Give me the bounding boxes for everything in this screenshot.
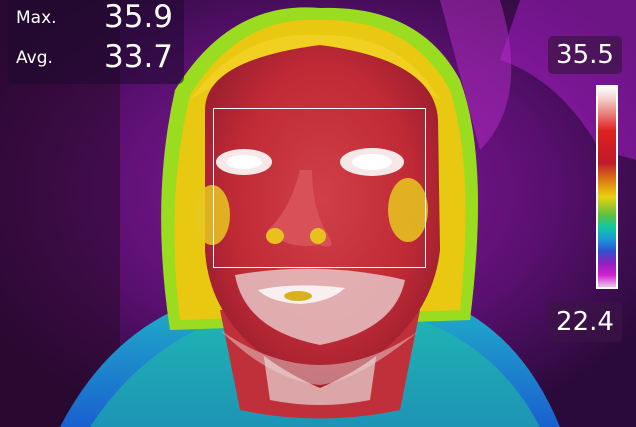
max-value: 35.9 bbox=[104, 0, 174, 35]
temperature-color-scale bbox=[596, 85, 618, 289]
avg-label: Avg. bbox=[16, 48, 53, 68]
face-measurement-box[interactable] bbox=[213, 108, 426, 268]
temperature-stats-panel bbox=[8, 0, 184, 84]
scale-max-value: 35.5 bbox=[548, 36, 622, 74]
nose bbox=[268, 170, 332, 247]
scale-min-value: 22.4 bbox=[548, 302, 622, 342]
max-label: Max. bbox=[16, 8, 57, 28]
avg-value: 33.7 bbox=[104, 39, 174, 75]
